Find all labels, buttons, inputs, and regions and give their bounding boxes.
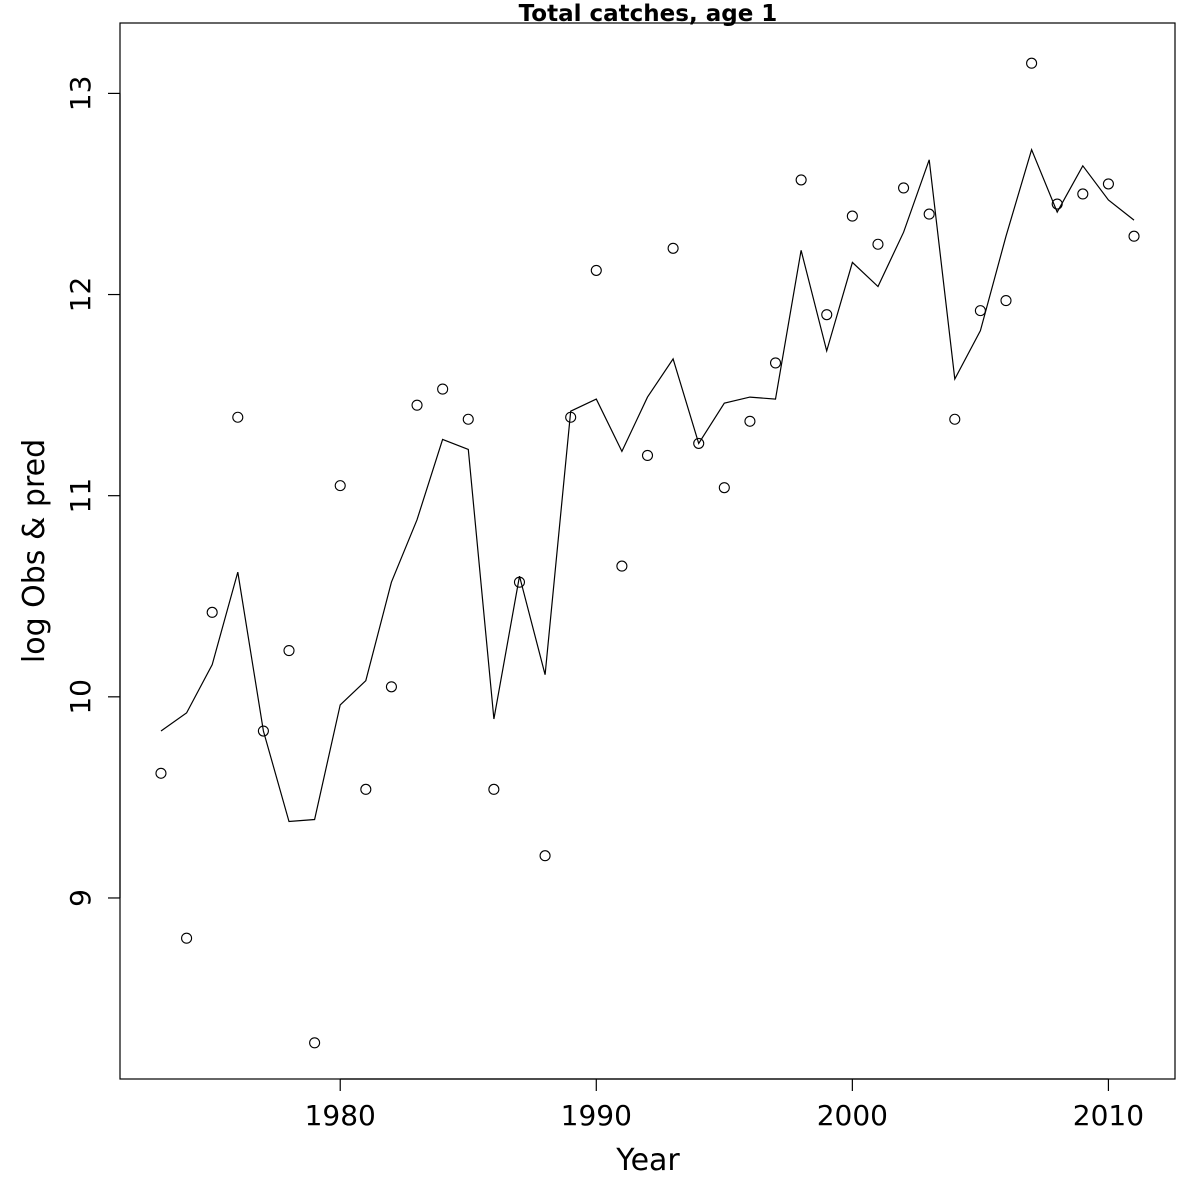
observed-point bbox=[641, 449, 654, 462]
observed-point bbox=[872, 238, 884, 250]
observed-point bbox=[769, 357, 782, 369]
observed-point bbox=[718, 482, 730, 494]
y-tick-label: 13 bbox=[64, 76, 97, 112]
y-tick-label: 11 bbox=[64, 478, 97, 514]
observed-point bbox=[898, 182, 910, 194]
observed-point bbox=[974, 305, 986, 317]
observed-point bbox=[155, 767, 167, 779]
y-tick-label: 9 bbox=[64, 889, 97, 907]
observed-point bbox=[693, 437, 705, 449]
observed-point bbox=[1128, 230, 1140, 242]
x-axis: 1980 1990 2000 2010 bbox=[305, 1078, 1144, 1132]
observed-point bbox=[232, 411, 244, 423]
observed-point bbox=[1026, 57, 1038, 69]
observed-point bbox=[744, 415, 756, 427]
observed-point bbox=[923, 208, 935, 220]
observed-point bbox=[360, 783, 372, 795]
observed-point bbox=[821, 309, 833, 321]
x-tick-label: 2010 bbox=[1073, 1099, 1144, 1132]
observed-point bbox=[1000, 295, 1012, 307]
plot-frame bbox=[119, 22, 1176, 1080]
observed-point bbox=[206, 606, 218, 618]
observed-point bbox=[616, 560, 628, 572]
observed-point bbox=[385, 681, 397, 693]
plot-marks bbox=[155, 57, 1140, 1049]
y-tick-label: 12 bbox=[64, 277, 97, 313]
observed-point bbox=[539, 850, 551, 862]
observed-point bbox=[309, 1037, 321, 1049]
observed-point bbox=[949, 413, 961, 425]
x-axis-label: Year bbox=[615, 1143, 680, 1178]
observed-point bbox=[1077, 188, 1089, 200]
observed-point bbox=[590, 264, 602, 276]
y-tick-label: 10 bbox=[64, 679, 97, 715]
observed-point bbox=[411, 399, 423, 411]
observed-point bbox=[283, 645, 295, 657]
observed-point bbox=[795, 174, 807, 186]
observed-point bbox=[846, 210, 858, 222]
observed-point bbox=[334, 480, 346, 492]
observed-point bbox=[462, 413, 474, 425]
predicted-line bbox=[160, 147, 1135, 823]
observed-point bbox=[437, 383, 449, 395]
y-axis: 9 10 11 12 13 bbox=[64, 76, 121, 907]
x-tick-label: 1980 bbox=[305, 1099, 376, 1132]
observed-point bbox=[257, 725, 269, 737]
x-tick-label: 1990 bbox=[561, 1099, 632, 1132]
chart-title: Total catches, age 1 bbox=[519, 1, 778, 27]
y-axis-label: log Obs & pred bbox=[17, 439, 52, 663]
observed-point bbox=[1102, 178, 1114, 190]
x-tick-label: 2000 bbox=[817, 1099, 888, 1132]
observed-point bbox=[488, 783, 500, 795]
observed-point bbox=[181, 932, 193, 944]
observed-point bbox=[667, 242, 679, 254]
